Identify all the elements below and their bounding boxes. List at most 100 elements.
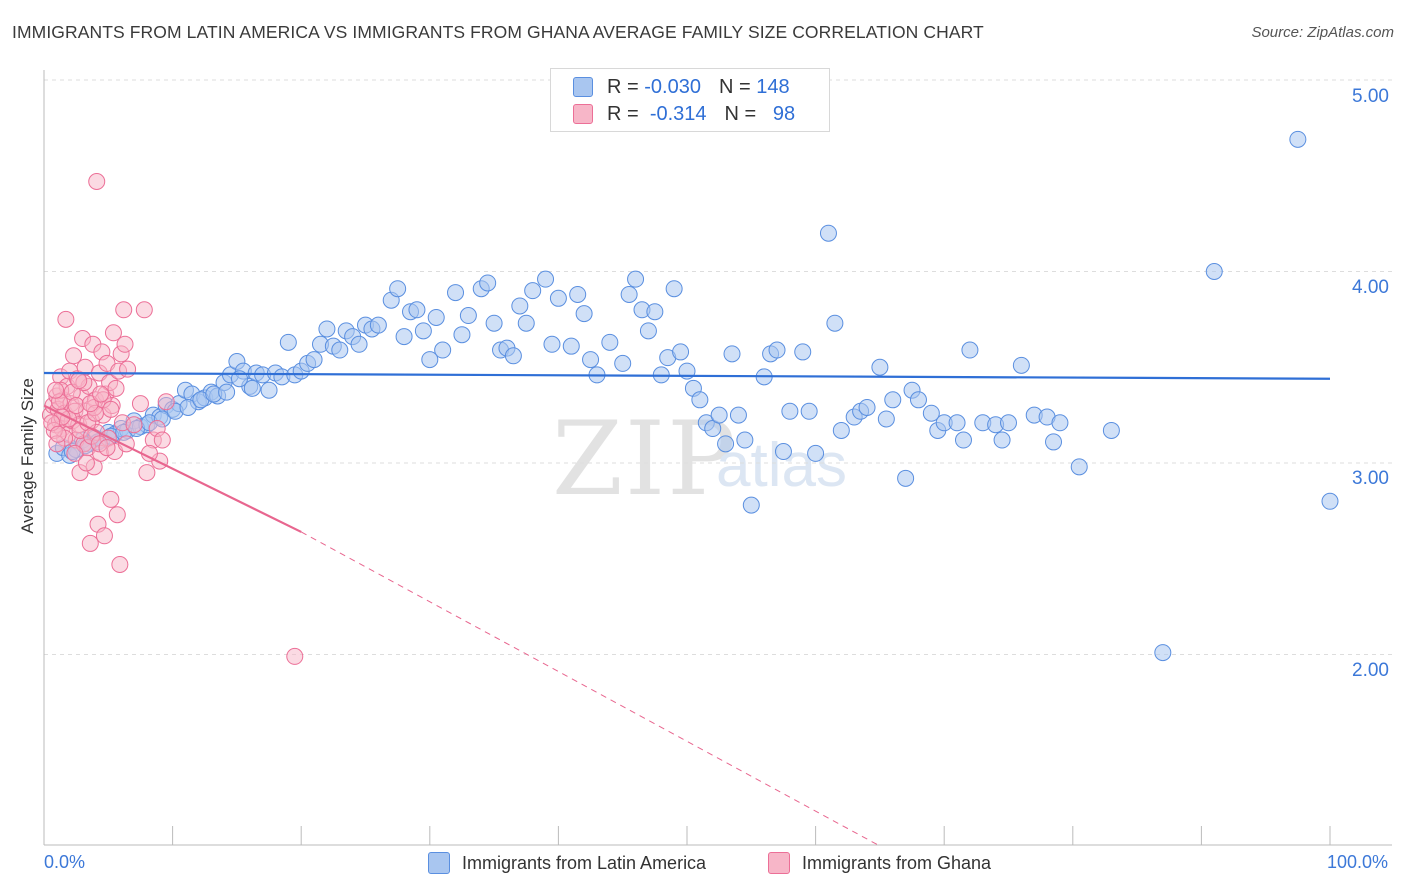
data-point-latin-america [800,402,818,420]
r-label: R = [607,75,639,98]
data-point-ghana [102,490,120,508]
data-point-latin-america [179,398,197,416]
data-point-latin-america [427,308,445,326]
data-point-ghana [116,335,134,353]
data-point-ghana [49,425,67,443]
y-tick-label: 4.00 [1352,277,1389,298]
data-point-latin-america [807,444,825,462]
r-label: R = [607,102,639,125]
data-point-latin-america [562,337,580,355]
data-point-latin-america [279,333,297,351]
data-point-latin-america [993,431,1011,449]
data-point-latin-america [459,307,477,325]
data-point-latin-america [479,274,497,292]
legend-item-latin-america[interactable]: Immigrants from Latin America [428,852,706,874]
chart-title: IMMIGRANTS FROM LATIN AMERICA VS IMMIGRA… [12,22,984,42]
data-point-ghana [70,372,88,390]
x-tick-label-left: 0.0% [44,852,86,872]
data-point-ghana [66,444,84,462]
data-point-latin-america [768,341,786,359]
data-point-latin-america [871,358,889,376]
data-point-latin-america [504,347,522,365]
data-point-ghana [81,534,99,552]
data-point-latin-america [909,391,927,409]
data-point-latin-america [794,343,812,361]
data-point-latin-america [408,301,426,319]
data-point-latin-america [1045,433,1063,451]
data-point-latin-america [305,351,323,369]
data-point-latin-america [1012,356,1030,374]
data-point-latin-america [421,351,439,369]
data-point-ghana [47,381,65,399]
correlation-legend: R = -0.030 N = 148 R = -0.314 N = 98 [550,68,830,132]
trend-line-latin-america [43,371,1331,380]
data-point-latin-america [453,326,471,344]
data-point-latin-america [369,316,387,334]
data-point-ghana [131,395,149,413]
data-point-latin-america [826,314,844,332]
data-point-latin-america [948,414,966,432]
data-point-latin-america [582,351,600,369]
data-point-latin-america [511,297,529,315]
blue-swatch [428,852,450,874]
data-point-ghana [104,324,122,342]
data-point-latin-america [1051,414,1069,432]
r-value: -0.314 [649,102,707,125]
data-point-ghana [125,416,143,434]
data-point-latin-america [742,496,760,514]
data-point-latin-america [665,280,683,298]
data-point-latin-america [877,410,895,428]
data-point-latin-america [447,284,465,302]
data-point-latin-america [1102,421,1120,439]
data-point-ghana [57,310,75,328]
y-tick-label: 2.00 [1352,660,1389,681]
data-point-latin-america [691,391,709,409]
data-point-latin-america [601,333,619,351]
data-point-latin-america [897,469,915,487]
data-point-latin-america [1070,458,1088,476]
data-point-latin-america [569,285,587,303]
y-axis-label: Average Family Size [18,378,37,534]
pink-swatch [573,104,593,124]
data-point-ghana [102,400,120,418]
data-point-ghana [95,527,113,545]
legend-item-ghana[interactable]: Immigrants from Ghana [768,852,991,874]
n-label: N = [718,75,751,98]
data-point-latin-america [729,406,747,424]
data-point-ghana [108,506,126,524]
data-point-ghana [135,301,153,319]
data-point-latin-america [884,391,902,409]
data-point-latin-america [736,431,754,449]
data-point-latin-america [389,280,407,298]
blue-swatch [573,77,593,97]
data-point-latin-america [537,270,555,288]
data-point-latin-america [961,341,979,359]
data-point-latin-america [543,335,561,353]
n-label: N = [724,102,757,125]
data-point-ghana [138,464,156,482]
data-point-latin-america [331,341,349,359]
data-point-latin-america [414,322,432,340]
legend-row-latin-america: R = -0.030 N = 148 [573,74,790,100]
data-point-latin-america [614,354,632,372]
data-point-latin-america [1321,492,1339,510]
legend-row-ghana: R = -0.314 N = 98 [573,101,795,127]
data-point-latin-america [218,383,236,401]
data-point-latin-america [832,421,850,439]
n-value: 98 [772,102,796,125]
data-point-ghana [157,393,175,411]
data-point-ghana [119,360,137,378]
data-point-ghana [107,379,125,397]
data-point-latin-america [627,270,645,288]
data-point-ghana [65,347,83,365]
legend-label: Immigrants from Ghana [802,852,992,873]
data-point-latin-america [243,379,261,397]
data-point-latin-america [819,224,837,242]
data-point-latin-america [710,406,728,424]
data-point-latin-america [575,305,593,323]
data-point-latin-america [1000,414,1017,432]
data-point-latin-america [485,314,503,332]
data-point-latin-america [646,303,664,321]
data-point-ghana [111,555,129,573]
